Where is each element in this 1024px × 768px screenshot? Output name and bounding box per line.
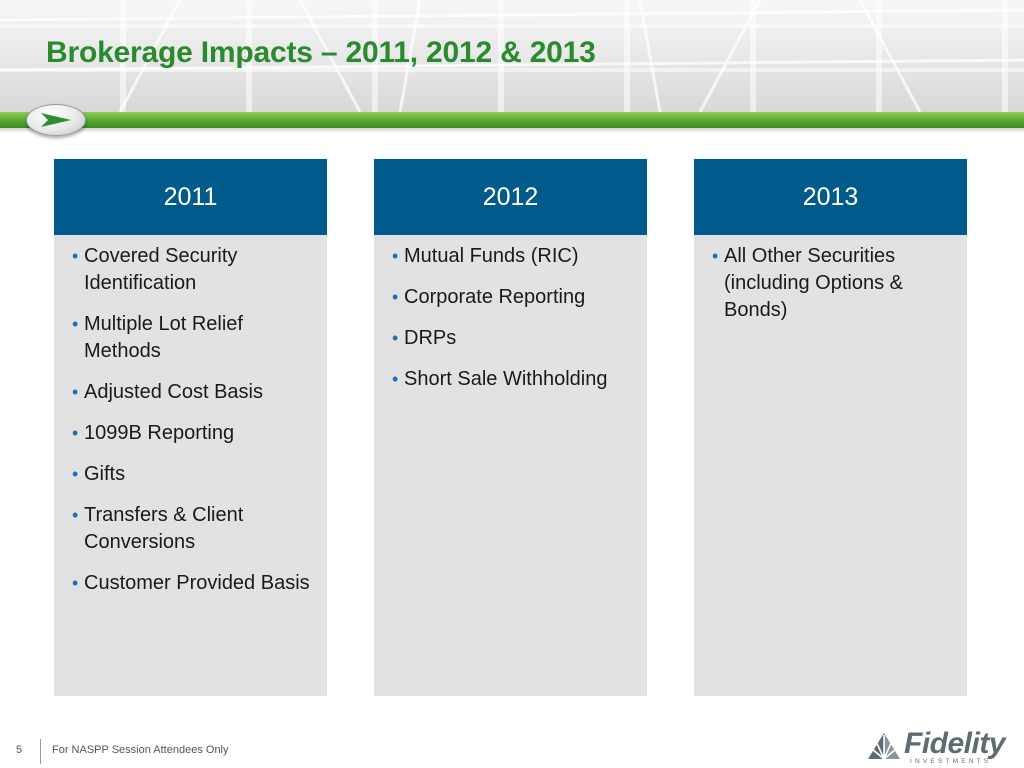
list-item: Gifts (72, 461, 315, 488)
logo-wordmark: Fidelity (904, 727, 1006, 760)
list-item: Short Sale Withholding (392, 366, 635, 393)
header-grid-pattern (0, 0, 1024, 112)
list-item: Customer Provided Basis (72, 570, 315, 597)
list-item: Mutual Funds (RIC) (392, 243, 635, 270)
header-bar-shadow (0, 128, 1024, 133)
pyramid-starburst-icon (868, 733, 900, 760)
column-2012: 2012 Mutual Funds (RIC) Corporate Report… (374, 159, 647, 696)
page-title: Brokerage Impacts – 2011, 2012 & 2013 (46, 36, 596, 69)
list-item: DRPs (392, 325, 635, 352)
page-number: 5 (16, 744, 23, 756)
arrow-right-icon (41, 113, 71, 127)
list-item: All Other Securities (including Options … (712, 243, 955, 324)
column-heading: 2013 (694, 159, 967, 235)
header-accent-bar (0, 112, 1024, 128)
list-item: Transfers & Client Conversions (72, 502, 315, 556)
column-heading: 2011 (54, 159, 327, 235)
fidelity-logo: Fidelity INVESTMENTS (866, 727, 1016, 767)
header-background (0, 0, 1024, 112)
list-item: 1099B Reporting (72, 420, 315, 447)
column-2011: 2011 Covered Security Identification Mul… (54, 159, 327, 696)
column-heading: 2012 (374, 159, 647, 235)
column-2013: 2013 All Other Securities (including Opt… (694, 159, 967, 696)
list-item: Covered Security Identification (72, 243, 315, 297)
list-item: Adjusted Cost Basis (72, 379, 315, 406)
bullet-list: All Other Securities (including Options … (694, 235, 967, 324)
footer-divider (40, 739, 41, 764)
footer-note: For NASPP Session Attendees Only (52, 744, 229, 756)
list-item: Corporate Reporting (392, 284, 635, 311)
bullet-list: Covered Security Identification Multiple… (54, 235, 327, 597)
bullet-list: Mutual Funds (RIC) Corporate Reporting D… (374, 235, 647, 393)
arrow-badge (26, 104, 86, 136)
list-item: Multiple Lot Relief Methods (72, 311, 315, 365)
logo-subtitle: INVESTMENTS (910, 758, 992, 765)
